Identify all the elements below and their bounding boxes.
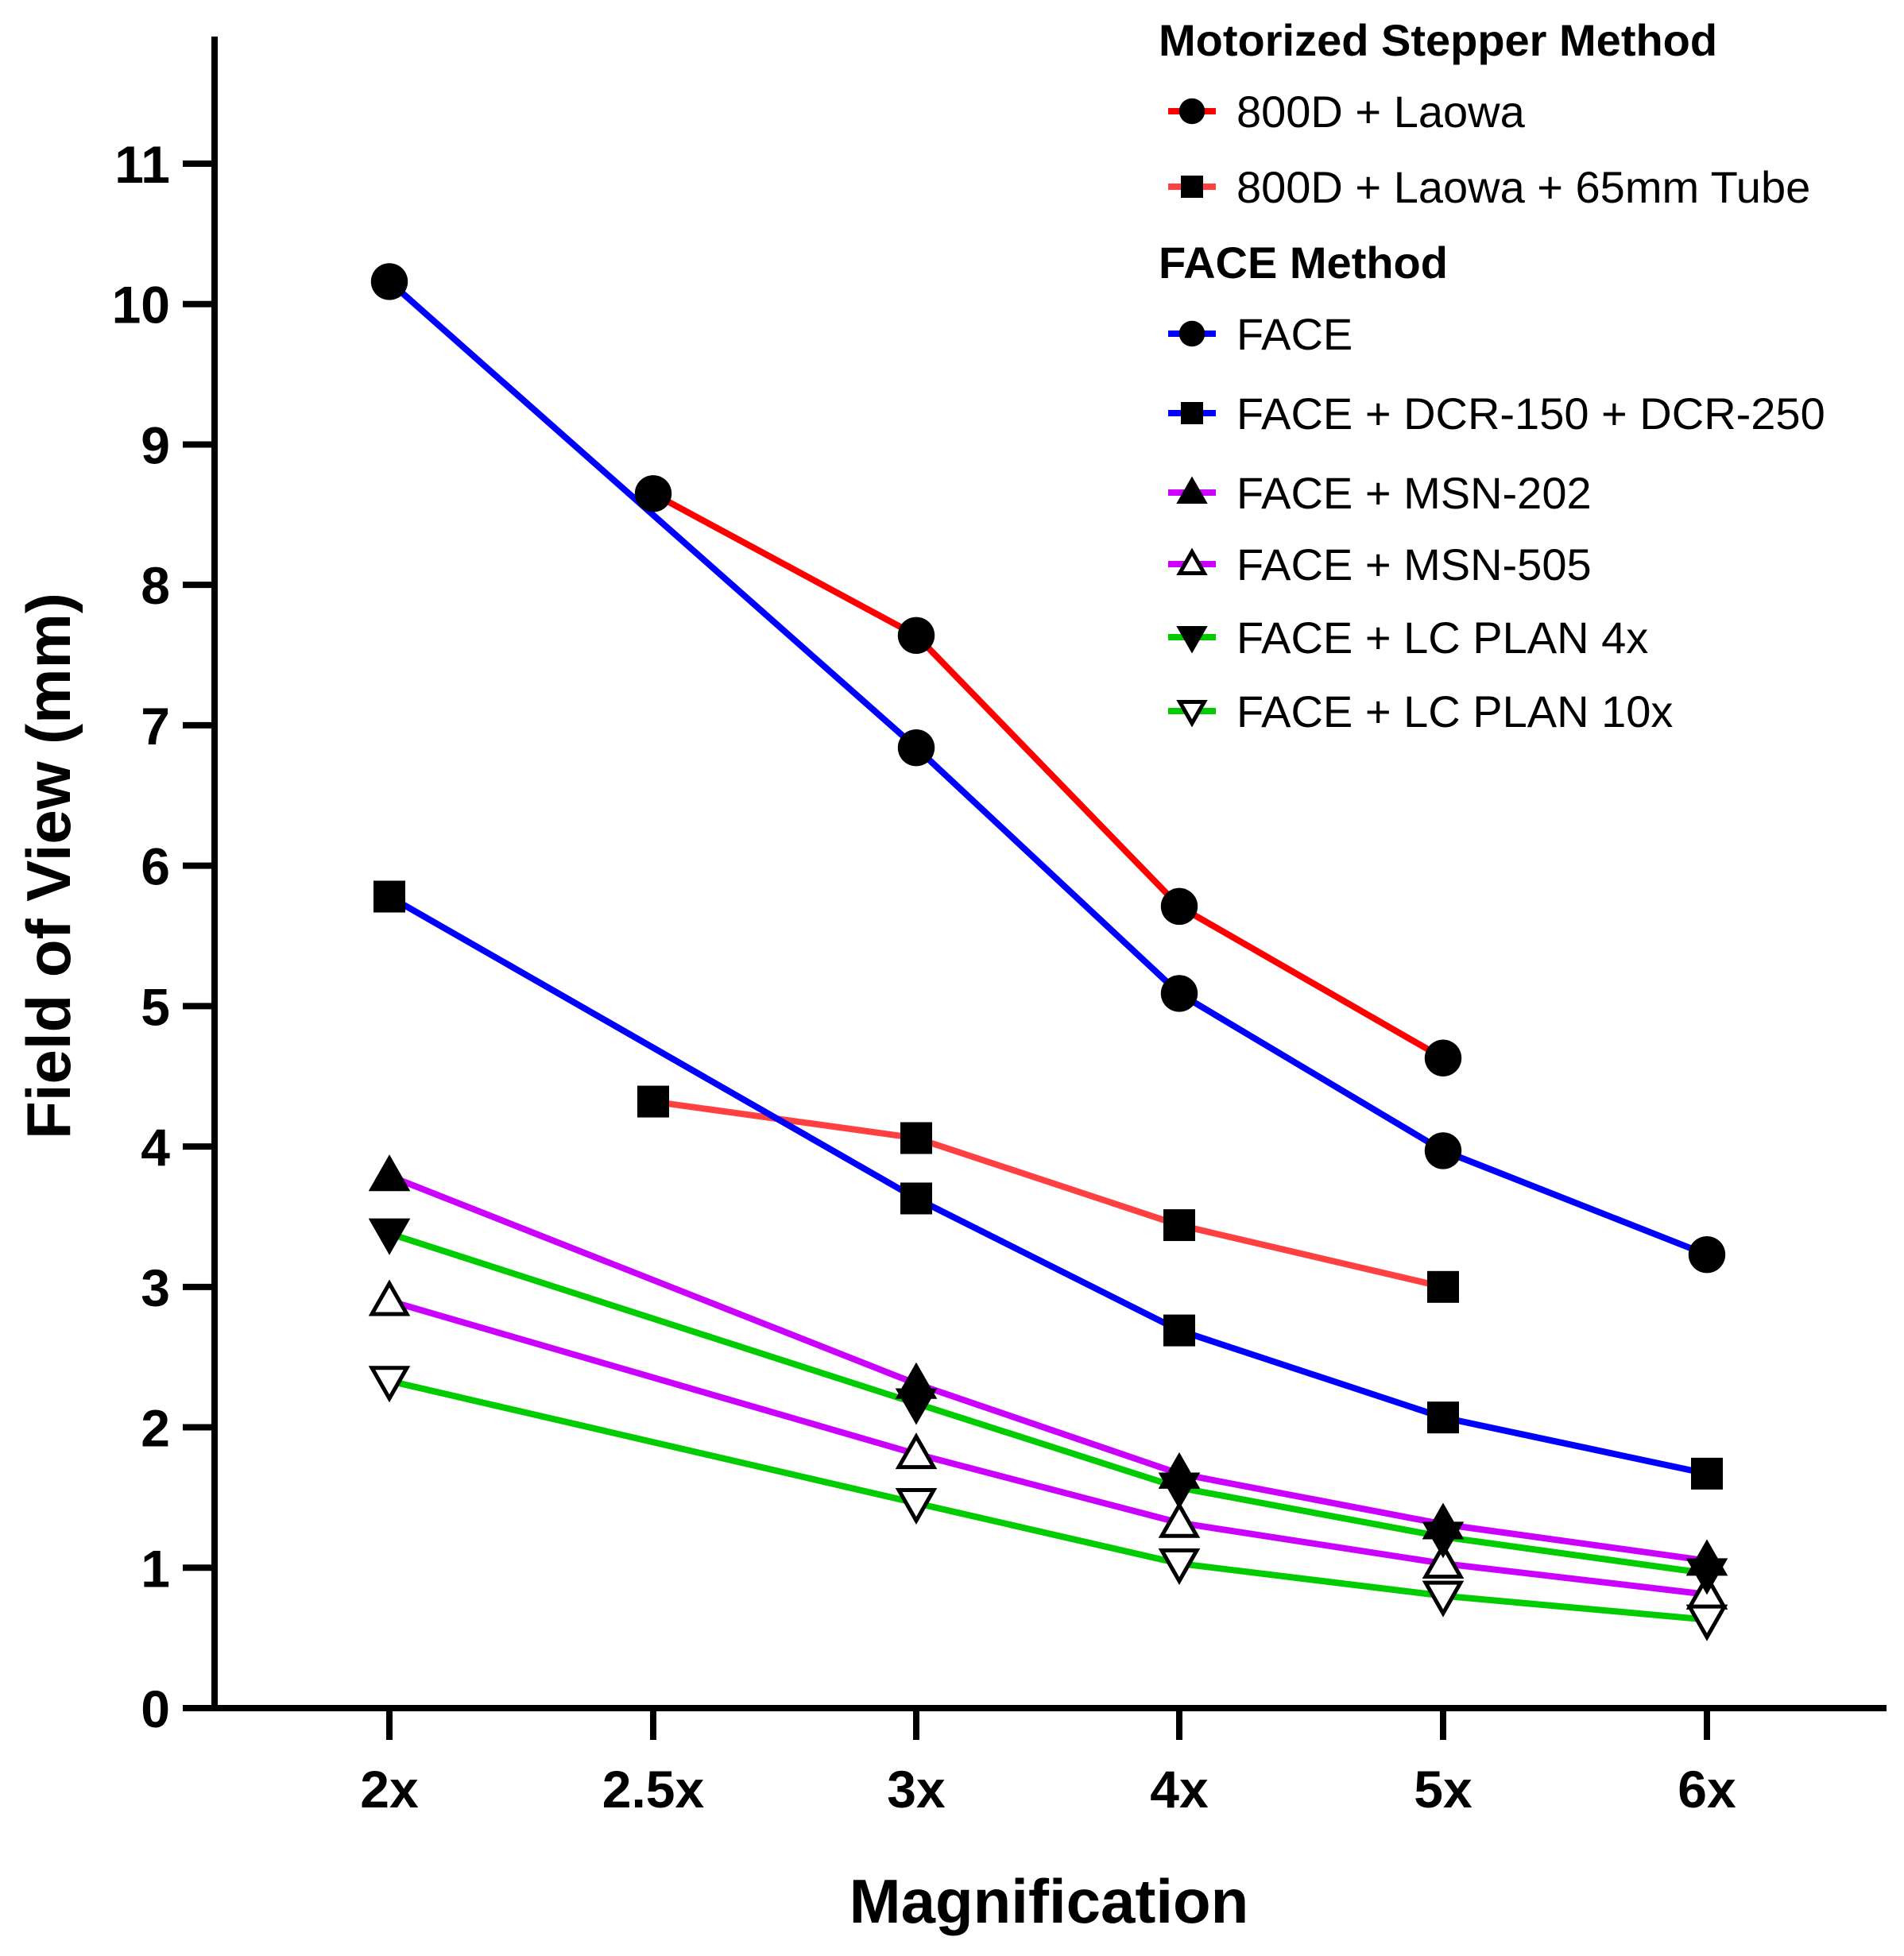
data-point-6-0 [368,1218,411,1255]
data-point-5-0 [368,1279,411,1316]
legend-label: FACE + DCR-150 + DCR-250 [1236,388,1825,439]
legend-marker-2 [1178,320,1205,347]
x-tick-label: 3x [887,1760,946,1819]
y-tick-label: 5 [141,977,170,1036]
legend-heading: Motorized Stepper Method [1159,15,1717,65]
x-axis-title: Magnification [849,1866,1249,1936]
data-point-6-5 [1685,1558,1728,1595]
data-point-2-5 [1688,1235,1726,1274]
y-tick-label: 9 [141,416,170,474]
plot-markers [368,263,1728,1641]
x-tick-label: 2x [360,1760,419,1819]
data-point-7-4 [1422,1580,1465,1618]
data-point-4-0 [368,1154,411,1192]
x-tick-label: 4x [1150,1760,1209,1819]
series-line-4 [386,1173,1710,1564]
legend-label: 800D + Laowa [1236,87,1526,137]
data-point-1-4 [1427,1270,1459,1303]
axes: 0 1 2 3 4 5 6 7 8 9 10 11 2x 2.5x 3x 4x 5x 6x [112,37,1887,1819]
data-point-2-0 [370,263,408,300]
y-tick-label: 7 [141,697,170,756]
y-tick-label: 1 [141,1539,170,1598]
x-tick-label: 5x [1414,1760,1473,1819]
y-axis-title: Field of View (mm) [14,593,83,1139]
data-point-5-3 [1158,1501,1201,1538]
y-tick-label: 4 [141,1118,170,1177]
series-line-3 [386,893,1710,1477]
data-point-7-3 [1158,1548,1201,1586]
data-point-0-2 [897,617,935,655]
data-point-0-3 [1160,887,1198,926]
legend-marker-4 [1176,476,1208,504]
data-point-1-1 [637,1085,669,1118]
data-point-3-3 [1163,1314,1195,1347]
data-point-2-4 [1424,1132,1462,1169]
data-point-7-5 [1685,1604,1728,1641]
legend-marker-1 [1181,176,1203,198]
data-point-3-4 [1427,1401,1459,1434]
legend-label: FACE + LC PLAN 4x [1236,613,1648,663]
legend-marker-7 [1176,699,1208,728]
y-tick-label: 3 [141,1258,170,1317]
y-tick-label: 6 [141,837,170,896]
legend-heading: FACE Method [1159,238,1448,288]
data-point-3-2 [900,1182,932,1215]
y-tick-label: 0 [141,1680,170,1738]
series-line-0 [650,490,1446,1061]
y-tick-label: 8 [141,556,170,615]
data-point-3-0 [373,880,405,913]
series-line-7 [386,1378,1710,1623]
series-line-1 [650,1098,1446,1290]
data-point-5-2 [895,1432,938,1470]
y-tick-label: 10 [112,276,170,334]
legend-label: FACE + LC PLAN 10x [1236,686,1673,736]
legend-marker-6 [1176,625,1208,654]
data-point-1-3 [1163,1209,1195,1242]
legend-marker-0 [1178,98,1205,125]
y-tick-label: 11 [114,135,170,194]
data-point-3-5 [1691,1457,1723,1490]
data-point-5-4 [1422,1541,1465,1579]
legend-label: FACE + MSN-505 [1236,539,1592,590]
data-point-1-2 [900,1122,932,1154]
x-tick-label: 6x [1678,1760,1736,1819]
legend-label: FACE + MSN-202 [1236,468,1592,518]
data-point-6-4 [1422,1521,1465,1559]
data-point-6-3 [1158,1472,1201,1510]
data-point-0-4 [1424,1039,1462,1077]
data-point-7-0 [368,1366,411,1403]
data-point-0-1 [634,475,672,512]
legend-marker-5 [1176,547,1208,576]
data-point-2-3 [1160,975,1198,1012]
legend-label: 800D + Laowa + 65mm Tube [1236,162,1810,212]
series-line-6 [386,1230,1710,1577]
y-tick-label: 2 [141,1399,170,1458]
x-tick-label: 2.5x [602,1760,705,1819]
legend-label: FACE [1236,309,1353,359]
data-point-7-2 [895,1487,938,1525]
legend: Motorized Stepper Method 800D + Laowa 800D… [1159,15,1825,736]
data-point-2-2 [897,729,935,767]
data-point-6-2 [895,1388,938,1425]
legend-marker-3 [1181,402,1203,424]
